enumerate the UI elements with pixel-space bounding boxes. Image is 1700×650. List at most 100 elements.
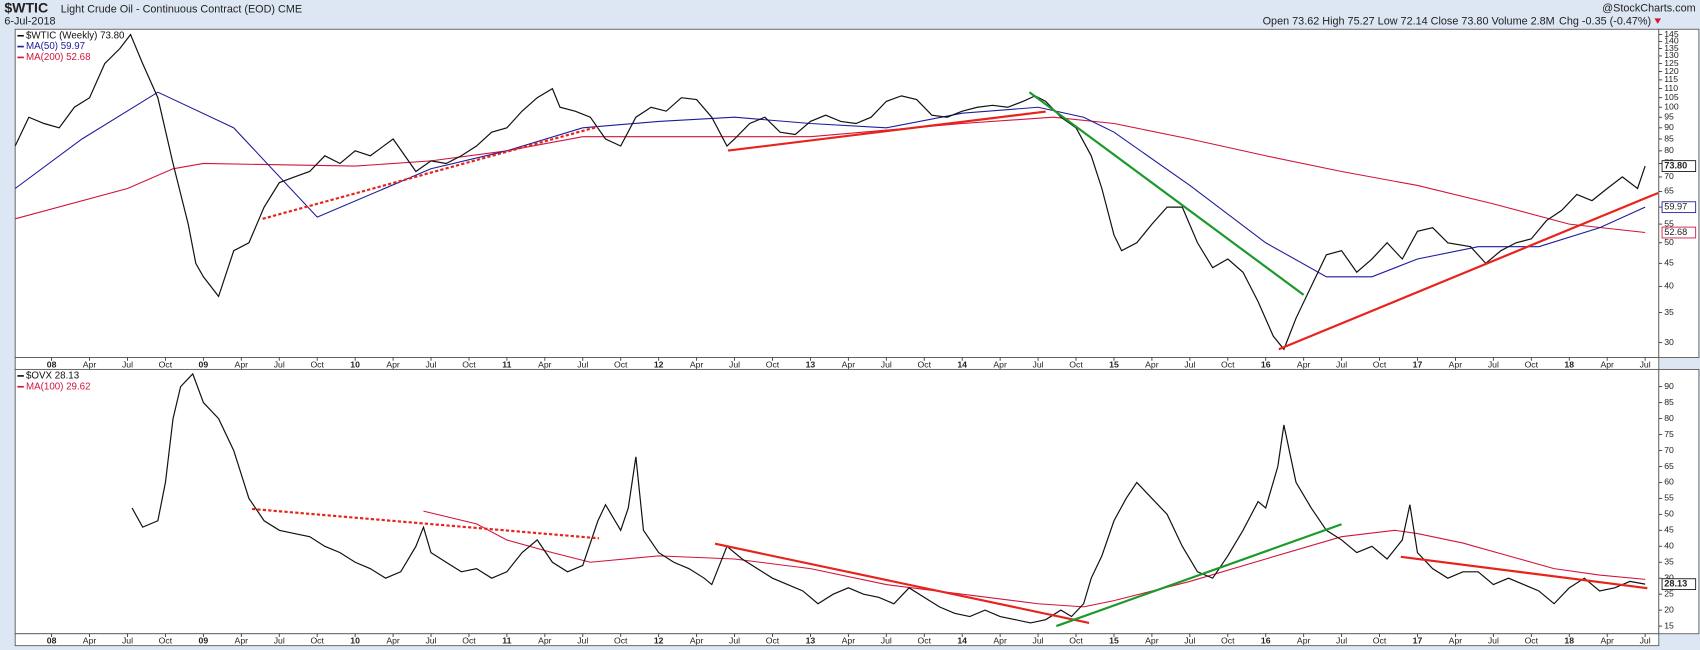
legend-label: MA(200) 52.68 <box>26 52 91 63</box>
x-tick-label: 09 <box>199 359 209 369</box>
x-tick-label: 13 <box>806 359 816 369</box>
x-tick-label: Apr <box>690 359 704 369</box>
axis-area <box>1658 28 1700 358</box>
y-tick-label: 90 <box>1664 122 1674 132</box>
y-tick-label: 70 <box>1664 171 1674 181</box>
y-tick-label: 50 <box>1664 237 1674 247</box>
x-tick-label: Jul <box>729 636 740 646</box>
x-tick-label: Jul <box>1184 359 1195 369</box>
x-tick-label: Apr <box>83 636 97 646</box>
legend-label: MA(100) 29.62 <box>26 381 91 392</box>
x-tick-label: Jul <box>881 359 892 369</box>
x-tick-label: Oct <box>310 359 324 369</box>
y-tick-label: 80 <box>1664 413 1674 423</box>
x-tick-label: Apr <box>993 359 1007 369</box>
x-tick-label: 10 <box>350 636 360 646</box>
y-tick-label: 90 <box>1664 381 1674 391</box>
quote: Open 73.62 High 75.27 Low 72.14 Close 73… <box>1263 16 1555 28</box>
y-tick-label: 30 <box>1664 573 1674 583</box>
price-tag: 73.80 <box>1664 161 1687 171</box>
plot-area <box>14 368 1660 635</box>
x-tick-label: 09 <box>199 636 209 646</box>
trendline <box>727 110 1046 152</box>
y-tick-label: 85 <box>1664 397 1674 407</box>
x-tick-label: 18 <box>1564 359 1574 369</box>
price-tag: 52.68 <box>1664 227 1687 237</box>
y-tick-label: 105 <box>1664 92 1679 102</box>
x-tick-label: Apr <box>1297 636 1311 646</box>
y-tick-label: 145 <box>1664 29 1679 39</box>
x-tick-label: 13 <box>806 636 816 646</box>
x-tick-label: Oct <box>766 359 780 369</box>
y-tick-label: 95 <box>1664 112 1674 122</box>
y-tick-label: 100 <box>1664 102 1679 112</box>
x-tick-label: Apr <box>1145 636 1159 646</box>
x-tick-label: 08 <box>47 359 57 369</box>
x-tick-label: Oct <box>159 359 173 369</box>
y-tick-label: 125 <box>1664 58 1679 68</box>
x-tick-label: Oct <box>1525 359 1539 369</box>
x-tick-label: 17 <box>1413 636 1423 646</box>
x-tick-label: Oct <box>1221 359 1235 369</box>
x-tick-label: Jul <box>274 359 285 369</box>
x-tick-label: Oct <box>1069 636 1083 646</box>
x-tick-label: 14 <box>957 636 967 646</box>
y-tick-label: 35 <box>1664 307 1674 317</box>
x-tick-label: 08 <box>47 636 57 646</box>
legend-label: MA(50) 59.97 <box>26 41 85 52</box>
legend-label: $OVX 28.13 <box>26 370 79 381</box>
x-tick-label: Jul <box>122 359 133 369</box>
x-tick-label: 18 <box>1564 636 1574 646</box>
watermark: @StockCharts.com <box>1602 3 1695 15</box>
y-tick-label: 15 <box>1664 620 1674 630</box>
y-tick-label: 75 <box>1664 429 1674 439</box>
x-tick-label: 16 <box>1261 636 1271 646</box>
x-tick-label: Apr <box>386 359 400 369</box>
y-tick-label: 120 <box>1664 66 1679 76</box>
y-tick-label: 30 <box>1664 337 1674 347</box>
y-tick-label: 85 <box>1664 133 1674 143</box>
x-tick-label: Apr <box>235 636 249 646</box>
x-tick-label: Apr <box>386 636 400 646</box>
x-tick-label: 15 <box>1109 359 1119 369</box>
x-tick-label: Apr <box>235 359 249 369</box>
x-tick-label: Jul <box>1033 359 1044 369</box>
description: Light Crude Oil - Continuous Contract (E… <box>61 4 302 16</box>
x-tick-label: Jul <box>729 359 740 369</box>
trendline <box>251 507 600 540</box>
y-tick-label: 135 <box>1664 43 1679 53</box>
x-tick-label: Jul <box>425 359 436 369</box>
legend-label: $WTIC (Weekly) 73.80 <box>26 30 125 41</box>
x-tick-label: 11 <box>502 636 511 646</box>
x-tick-label: 14 <box>957 359 967 369</box>
x-tick-label: Apr <box>993 636 1007 646</box>
plot-layer <box>15 33 1659 351</box>
series-line <box>131 372 1646 624</box>
x-tick-label: Oct <box>614 359 628 369</box>
x-tick-label: 16 <box>1261 359 1271 369</box>
trendline <box>1278 191 1659 351</box>
plot-layer <box>131 372 1648 628</box>
x-tick-label: Jul <box>881 636 892 646</box>
x-tick-label: Jul <box>577 359 588 369</box>
x-tick-label: Jul <box>425 636 436 646</box>
price-tag: 59.97 <box>1664 202 1687 212</box>
price-tag-box <box>1661 160 1697 172</box>
y-tick-label: 35 <box>1664 557 1674 567</box>
x-tick-label: Jul <box>1033 636 1044 646</box>
x-tick-label: Oct <box>1069 359 1083 369</box>
trendline <box>1055 523 1342 628</box>
x-tick-label: Oct <box>766 636 780 646</box>
x-axis-area <box>14 633 1660 647</box>
change: Chg -0.35 (-0.47%) <box>1559 16 1651 28</box>
x-tick-label: Jul <box>1336 359 1347 369</box>
x-tick-label: Oct <box>462 636 476 646</box>
x-tick-label: Oct <box>1373 636 1387 646</box>
x-tick-label: Apr <box>1600 636 1614 646</box>
y-tick-label: 55 <box>1664 493 1674 503</box>
x-tick-label: 17 <box>1413 359 1423 369</box>
y-tick-label: 115 <box>1664 74 1678 84</box>
trendline <box>1400 555 1648 590</box>
y-tick-label: 50 <box>1664 509 1674 519</box>
